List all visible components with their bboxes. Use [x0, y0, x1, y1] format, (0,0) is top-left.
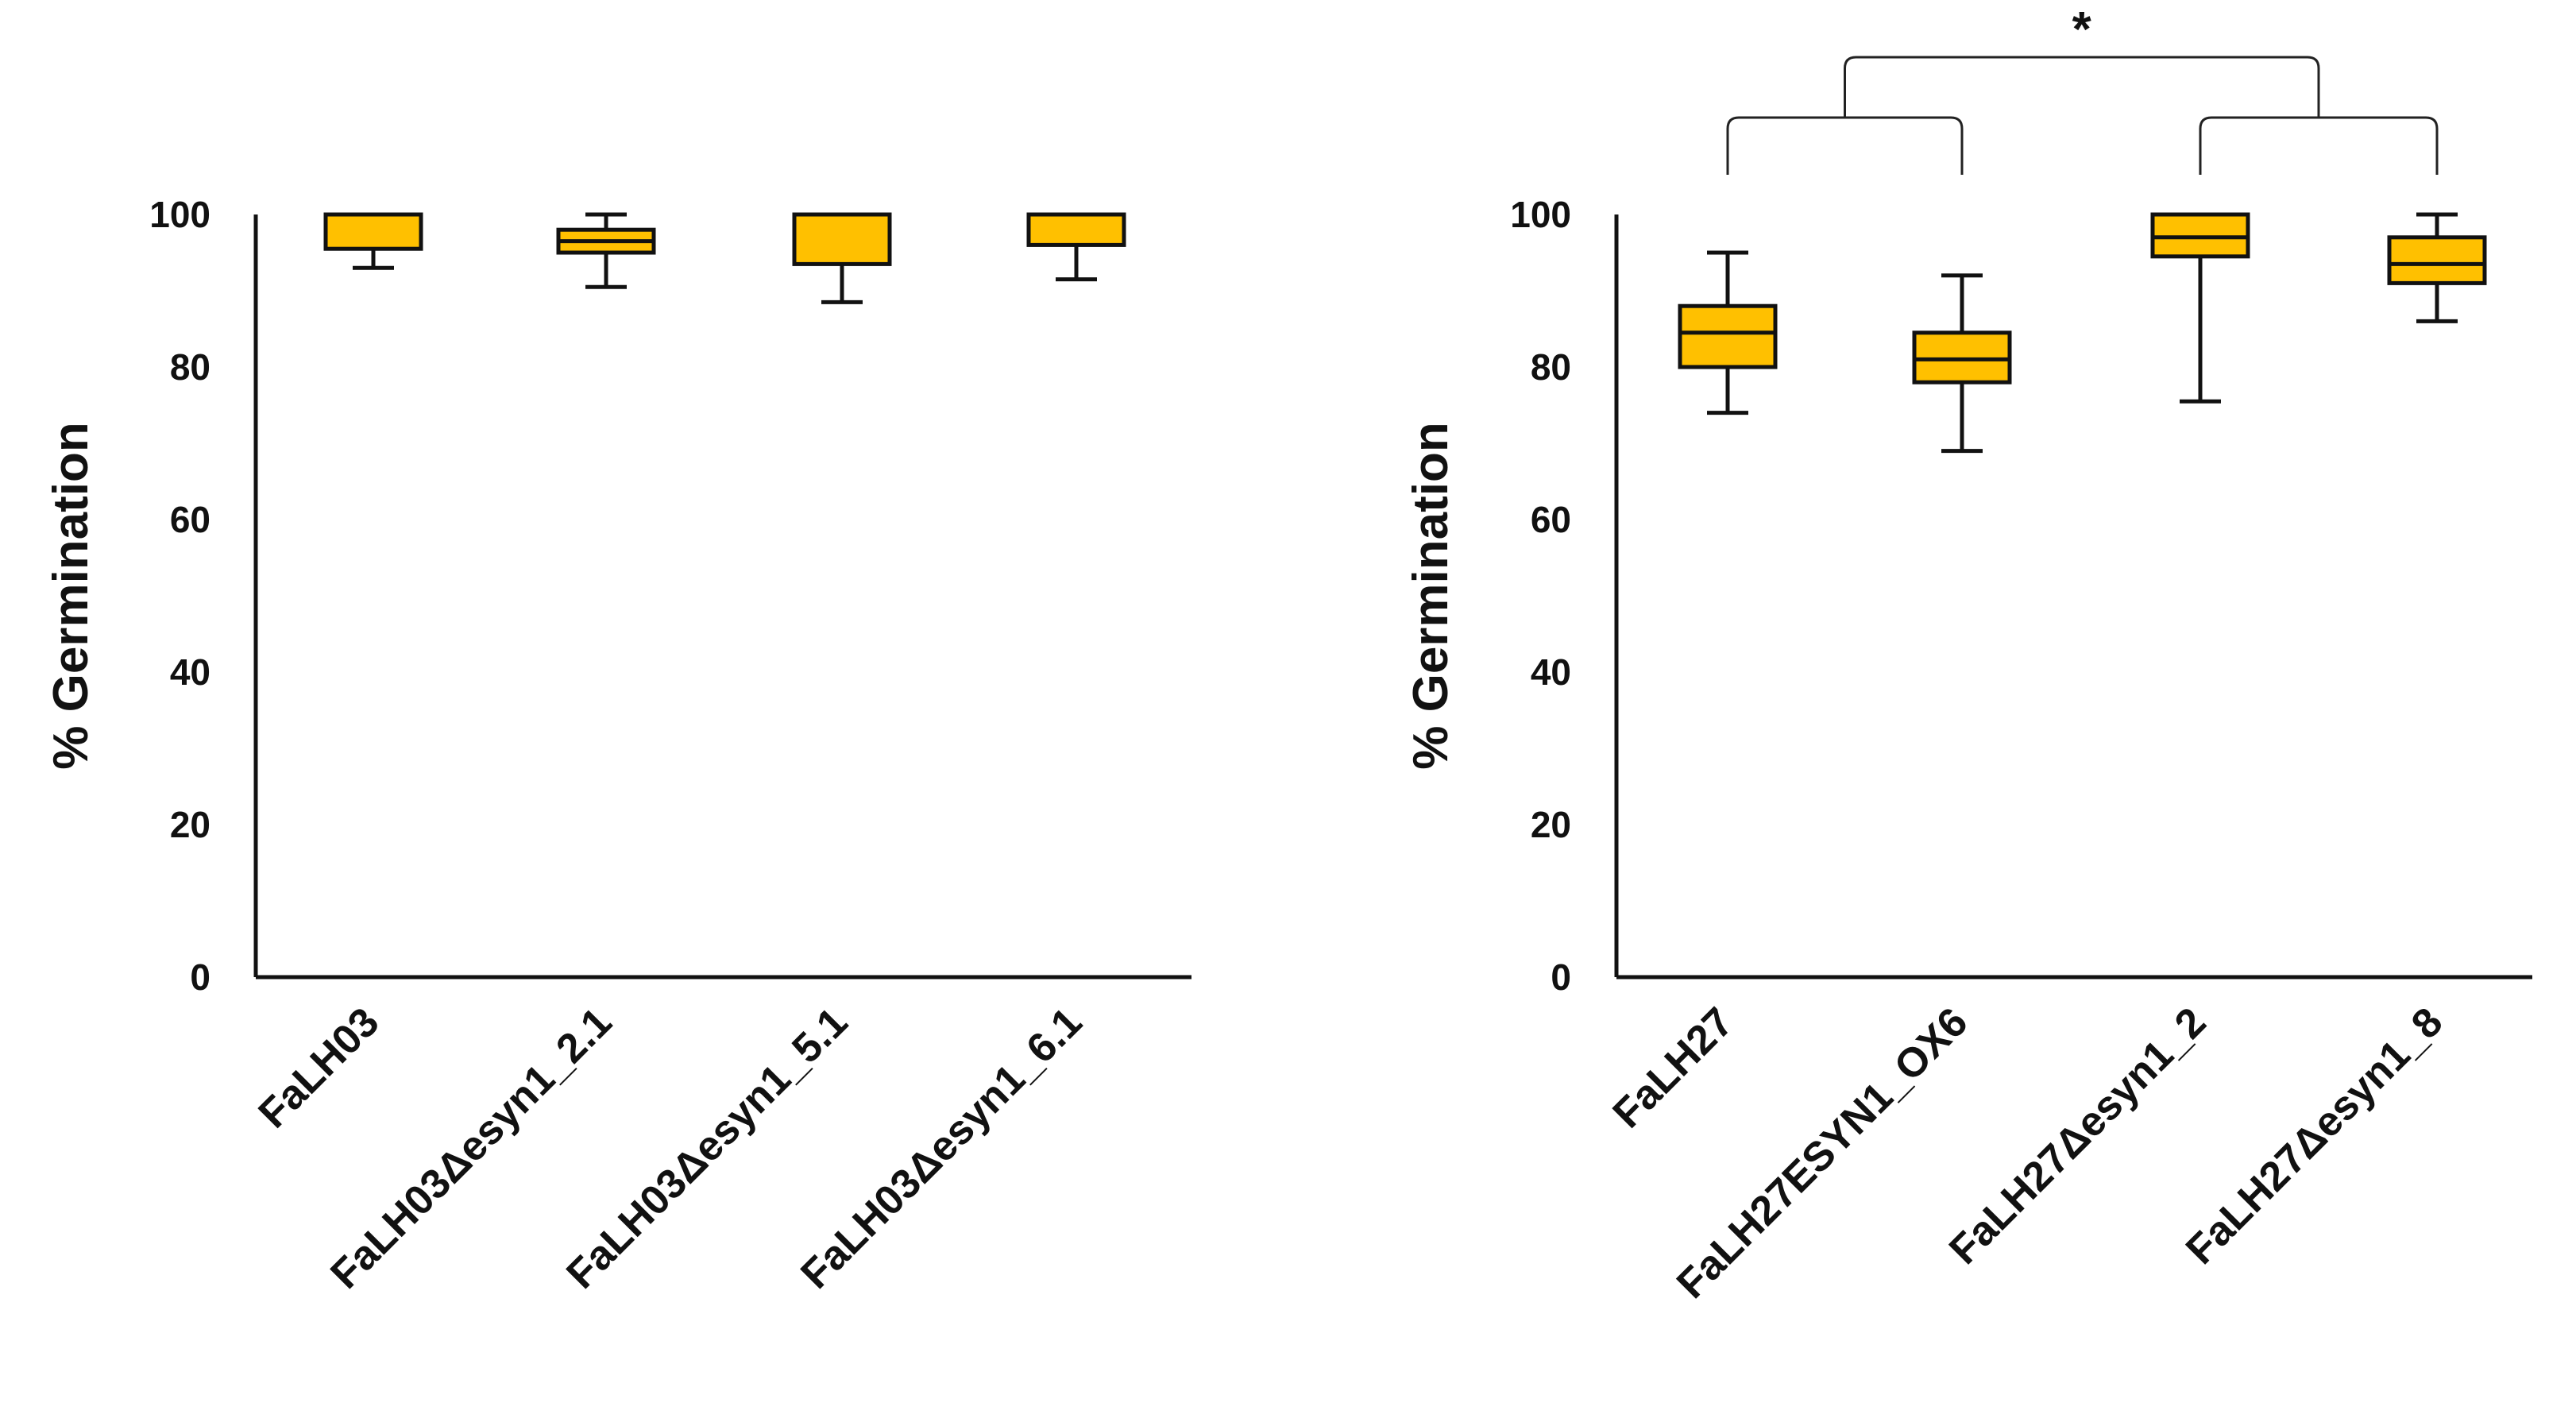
- y-axis-title: % Germination: [1404, 422, 1458, 770]
- box-plot-1: [556, 212, 656, 289]
- right-box-plot-panel: % Germination020406080100FaLH27FaLH27ESY…: [1404, 2, 2532, 1308]
- box-plot-0: [1678, 250, 1778, 415]
- interquartile-box: [792, 212, 892, 266]
- y-tick-label: 20: [170, 804, 210, 845]
- y-tick-label: 40: [1531, 651, 1571, 693]
- y-tick-label: 100: [1510, 194, 1571, 235]
- y-tick-label: 80: [1531, 346, 1571, 388]
- box-plot-3: [2387, 212, 2487, 323]
- box-plot-0: [323, 212, 423, 270]
- box-plot-2: [792, 212, 892, 304]
- y-tick-label: 0: [190, 956, 210, 998]
- y-axis-title: % Germination: [44, 422, 98, 770]
- interquartile-box: [1678, 303, 1778, 369]
- category-label: FaLH27Δesyn1_2: [1941, 999, 2215, 1273]
- interquartile-box: [2387, 235, 2487, 285]
- category-label: FaLH27: [1605, 999, 1743, 1137]
- interquartile-box: [323, 212, 423, 251]
- significance-bracket: *: [1726, 2, 2439, 175]
- category-label: FaLH03: [250, 999, 388, 1137]
- pair-bracket: [2199, 116, 2439, 175]
- box-plot-2: [2150, 212, 2250, 404]
- y-tick-label: 40: [170, 651, 210, 693]
- y-tick-label: 80: [170, 346, 210, 388]
- significance-label: *: [2072, 2, 2092, 57]
- y-tick-label: 60: [1531, 499, 1571, 540]
- y-tick-label: 100: [149, 194, 210, 235]
- pair-bracket: [1726, 116, 1964, 175]
- group-bracket: [1844, 56, 2320, 118]
- box-plot-1: [1912, 273, 2012, 454]
- category-label: FaLH27Δesyn1_8: [2177, 999, 2451, 1273]
- y-tick-label: 20: [1531, 804, 1571, 845]
- interquartile-box: [1026, 212, 1126, 247]
- box-plot-3: [1026, 212, 1126, 282]
- y-tick-label: 0: [1551, 956, 1571, 998]
- left-box-plot-panel: % Germination020406080100FaLH03FaLH03Δes…: [44, 194, 1191, 1298]
- y-tick-label: 60: [170, 499, 210, 540]
